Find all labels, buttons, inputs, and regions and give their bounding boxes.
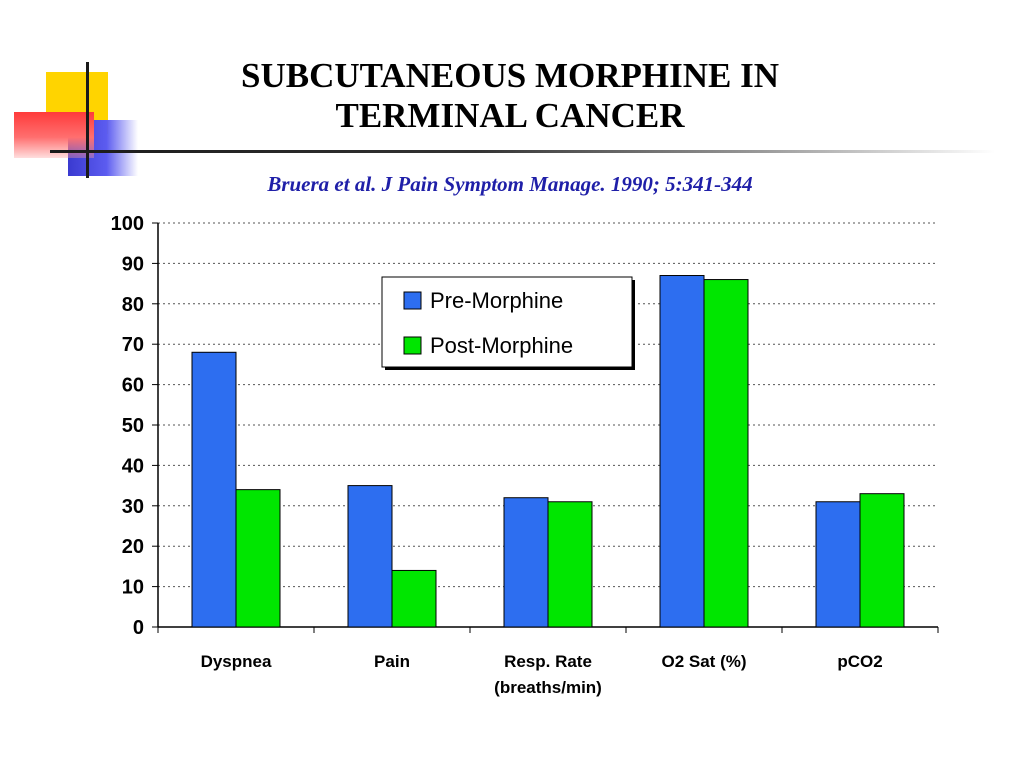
y-tick-label: 100 [111, 213, 144, 235]
bar-pre-morphine [659, 275, 705, 628]
y-tick-label: 10 [122, 577, 144, 599]
bar-pre-morphine [815, 501, 861, 628]
title-underline [50, 150, 995, 153]
bar-post-morphine [235, 489, 281, 628]
y-tick-label: 20 [122, 536, 144, 558]
y-tick-label: 50 [122, 415, 144, 437]
legend-label-post: Post-Morphine [430, 333, 573, 358]
slide-title: SUBCUTANEOUS MORPHINE IN TERMINAL CANCER [240, 56, 780, 135]
legend-label-pre: Pre-Morphine [430, 288, 563, 313]
y-tick-label: 60 [122, 375, 144, 397]
y-tick-label: 80 [122, 294, 144, 316]
citation-subtitle: Bruera et al. J Pain Symptom Manage. 199… [267, 172, 753, 196]
x-category-label: Dyspnea [201, 652, 272, 671]
bar-pre-morphine [191, 351, 237, 628]
y-tick-label: 30 [122, 496, 144, 518]
y-tick-label: 70 [122, 334, 144, 356]
x-category-label: O2 Sat (%) [661, 652, 746, 671]
bar-post-morphine [703, 279, 749, 628]
y-tick-label: 90 [122, 253, 144, 275]
bar-pre-morphine [347, 485, 393, 628]
x-category-label: Pain [374, 652, 410, 671]
legend [381, 276, 633, 368]
y-tick-label: 0 [133, 617, 144, 639]
bar-post-morphine [391, 569, 437, 628]
bar-post-morphine [547, 501, 593, 628]
bar-post-morphine [859, 493, 905, 628]
y-tick-label: 40 [122, 455, 144, 477]
x-category-label: pCO2 [837, 652, 882, 671]
x-category-label: Resp. Rate (breaths/min) [494, 652, 602, 697]
bar-pre-morphine [503, 497, 549, 628]
legend-swatch-post [403, 336, 422, 355]
decor-vertical-line [86, 62, 89, 178]
legend-swatch-pre [403, 291, 422, 310]
